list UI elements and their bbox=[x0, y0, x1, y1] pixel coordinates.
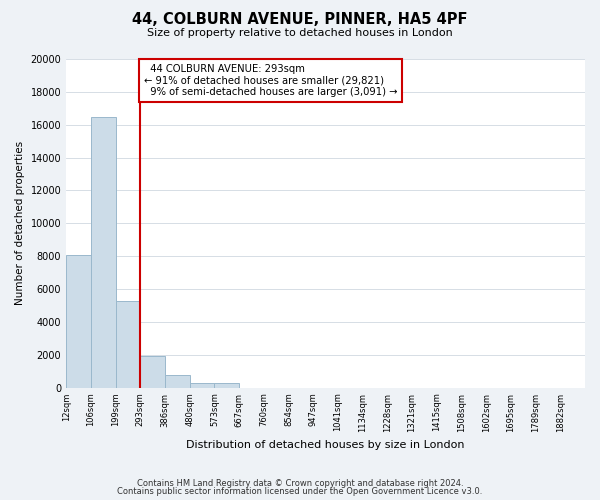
Text: Size of property relative to detached houses in London: Size of property relative to detached ho… bbox=[147, 28, 453, 38]
Bar bbox=[165, 374, 190, 388]
Bar bbox=[140, 356, 165, 388]
Text: 44, COLBURN AVENUE, PINNER, HA5 4PF: 44, COLBURN AVENUE, PINNER, HA5 4PF bbox=[132, 12, 468, 28]
Y-axis label: Number of detached properties: Number of detached properties bbox=[15, 142, 25, 306]
Bar bbox=[116, 300, 140, 388]
Bar bbox=[190, 383, 214, 388]
Text: Contains public sector information licensed under the Open Government Licence v3: Contains public sector information licen… bbox=[118, 487, 482, 496]
Bar bbox=[66, 254, 91, 388]
Text: Contains HM Land Registry data © Crown copyright and database right 2024.: Contains HM Land Registry data © Crown c… bbox=[137, 478, 463, 488]
X-axis label: Distribution of detached houses by size in London: Distribution of detached houses by size … bbox=[187, 440, 465, 450]
Text: 44 COLBURN AVENUE: 293sqm
← 91% of detached houses are smaller (29,821)
  9% of : 44 COLBURN AVENUE: 293sqm ← 91% of detac… bbox=[144, 64, 397, 97]
Bar bbox=[214, 383, 239, 388]
Bar bbox=[91, 116, 116, 388]
